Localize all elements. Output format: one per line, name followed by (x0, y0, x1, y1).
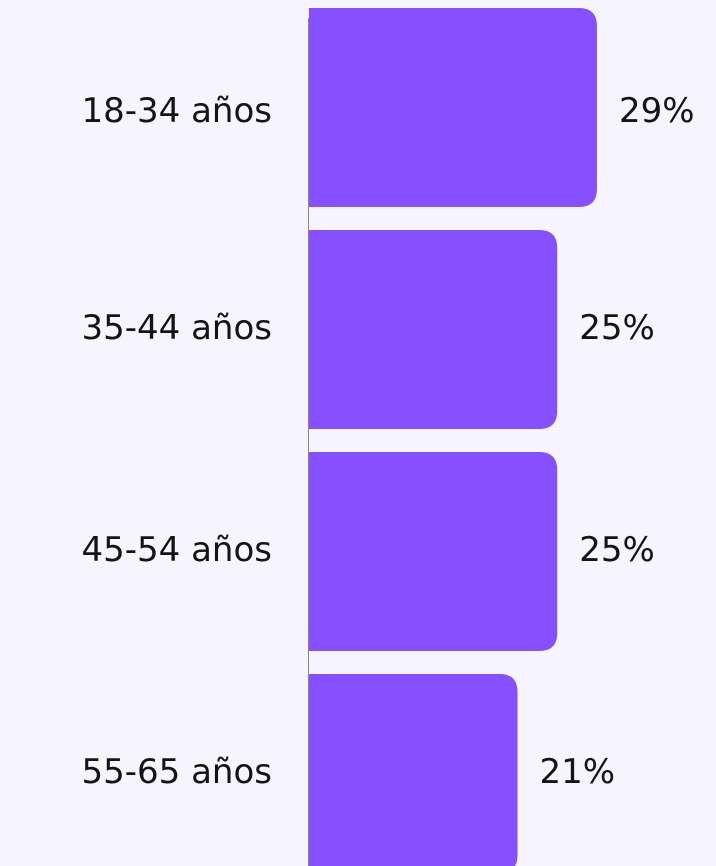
category-label: 45-54 años (81, 530, 272, 570)
category-label: 55-65 años (81, 752, 272, 792)
value-label: 29% (619, 91, 695, 131)
bar (309, 230, 558, 429)
category-label: 18-34 años (81, 91, 272, 131)
category-label: 35-44 años (81, 308, 272, 348)
value-label: 25% (579, 308, 655, 348)
bar (309, 452, 558, 651)
bar (309, 8, 597, 207)
value-label: 25% (579, 530, 655, 570)
value-label: 21% (540, 752, 616, 792)
bar (309, 674, 518, 866)
